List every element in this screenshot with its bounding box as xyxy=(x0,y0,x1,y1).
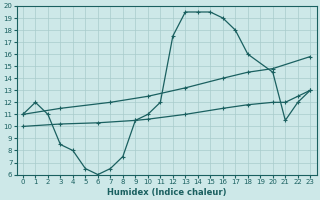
X-axis label: Humidex (Indice chaleur): Humidex (Indice chaleur) xyxy=(107,188,226,197)
